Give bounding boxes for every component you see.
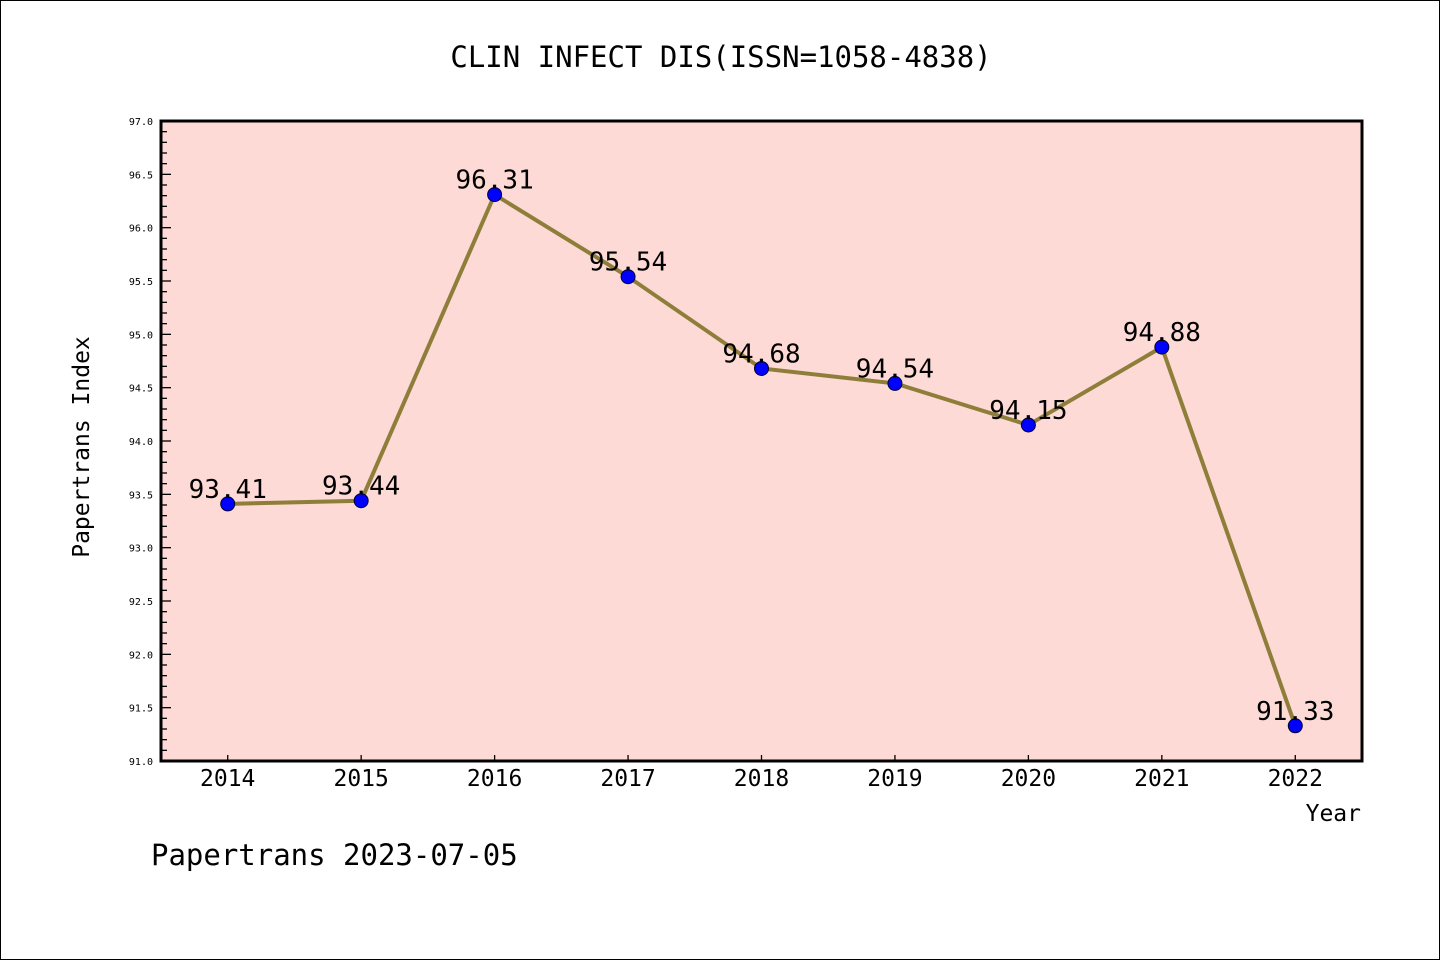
data-point (487, 187, 503, 203)
data-point (220, 496, 236, 512)
x-tick-label: 2020 (1001, 766, 1056, 792)
x-tick-label: 2014 (200, 766, 255, 792)
data-point (754, 360, 769, 376)
data-point (1020, 417, 1036, 433)
y-tick-label: 91.0 (129, 757, 153, 768)
plot-area (161, 121, 1362, 761)
y-tick-label: 94.5 (129, 384, 153, 395)
y-tick-label: 91.5 (129, 704, 153, 715)
data-point (1154, 339, 1170, 355)
x-tick-label: 2022 (1268, 766, 1323, 792)
x-axis-label: Year (1306, 801, 1361, 827)
data-point (887, 375, 903, 391)
x-tick-label: 2019 (867, 766, 922, 792)
data-label: 96.31 (455, 166, 533, 196)
data-label: 94.88 (1123, 318, 1201, 348)
data-label: 94.68 (722, 339, 800, 369)
data-label: 95.54 (589, 248, 667, 278)
data-label: 93.41 (189, 475, 267, 505)
footer-text: Papertrans 2023-07-05 (151, 838, 518, 872)
y-tick-label: 93.0 (129, 544, 153, 555)
y-tick-label: 92.5 (129, 597, 153, 608)
plot-frame (159, 119, 1364, 763)
x-tick-label: 2021 (1134, 766, 1189, 792)
data-point (1287, 718, 1303, 734)
data-label: 94.54 (856, 354, 934, 384)
y-axis-label: Papertrans Index (69, 336, 95, 558)
x-tick-label: 2016 (467, 766, 522, 792)
x-tick-label: 2018 (734, 766, 789, 792)
data-label: 94.15 (989, 396, 1067, 426)
y-tick-label: 94.0 (129, 437, 153, 448)
x-tick-label: 2017 (600, 766, 655, 792)
y-tick-label: 95.5 (129, 277, 153, 288)
data-label: 91.33 (1256, 697, 1334, 727)
y-tick-label: 95.0 (129, 330, 153, 341)
y-tick-label: 93.5 (129, 490, 153, 501)
y-tick-label: 96.5 (129, 170, 153, 181)
data-label: 93.44 (322, 472, 400, 502)
y-tick-label: 92.0 (129, 650, 153, 661)
chart-title: CLIN INFECT DIS(ISSN=1058-4838) (450, 40, 991, 74)
y-tick-label: 96.0 (129, 224, 153, 235)
data-point (620, 269, 636, 285)
data-point (353, 493, 369, 509)
y-tick-label: 97.0 (129, 117, 153, 128)
x-tick-label: 2015 (333, 766, 388, 792)
